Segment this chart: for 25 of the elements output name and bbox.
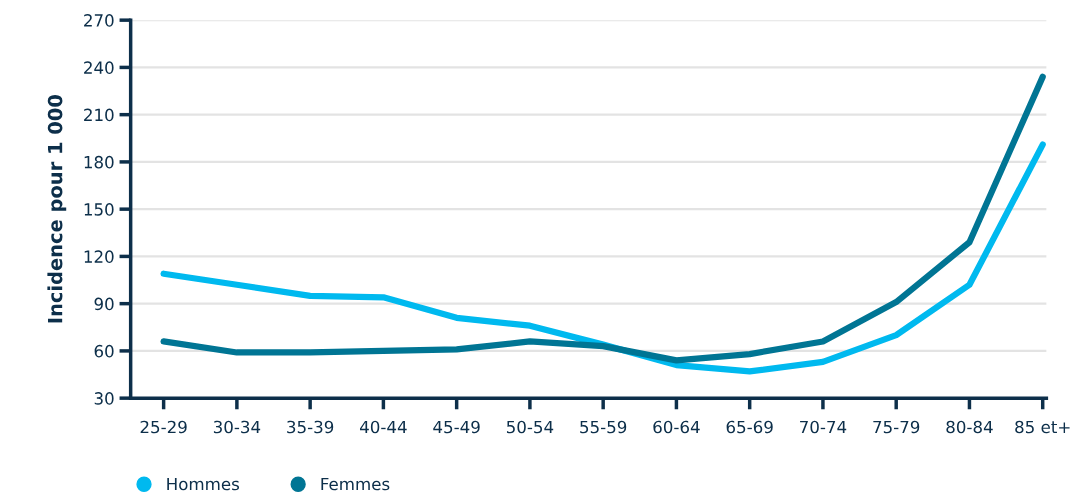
y-tick-label: 270 — [84, 14, 114, 27]
y-tick-label: 150 — [84, 203, 114, 216]
x-tick-label: 50-54 — [506, 420, 554, 434]
y-tick-label: 120 — [84, 250, 114, 263]
x-tick-label: 40-44 — [360, 420, 407, 434]
x-tick-label: 70-74 — [800, 420, 847, 434]
x-tick-label: 55-59 — [580, 420, 627, 434]
x-tick-label: 60-64 — [653, 420, 700, 434]
y-tick-label: 210 — [84, 108, 114, 122]
x-tick-label: 30-34 — [213, 420, 261, 434]
x-tick-label: 35-39 — [287, 420, 334, 434]
y-tick-label: 60 — [94, 344, 114, 358]
y-tick-label: 30 — [94, 392, 114, 405]
x-tick-label: 25-29 — [140, 420, 187, 434]
x-tick-label: 45-49 — [433, 420, 480, 434]
x-tick-label: 75-79 — [873, 420, 920, 434]
x-tick-label: 80-84 — [946, 420, 993, 434]
x-tick-label: 85 et+ — [1015, 420, 1070, 434]
y-tick-label: 240 — [84, 61, 114, 74]
y-tick-label: 180 — [84, 155, 114, 169]
y-tick-label: 90 — [94, 297, 114, 311]
legend-label: Femmes — [321, 477, 390, 491]
y-axis-title: Incidence pour 1 000 — [47, 95, 67, 323]
x-tick-label: 65-69 — [726, 420, 773, 434]
legend-label: Hommes — [167, 477, 240, 491]
